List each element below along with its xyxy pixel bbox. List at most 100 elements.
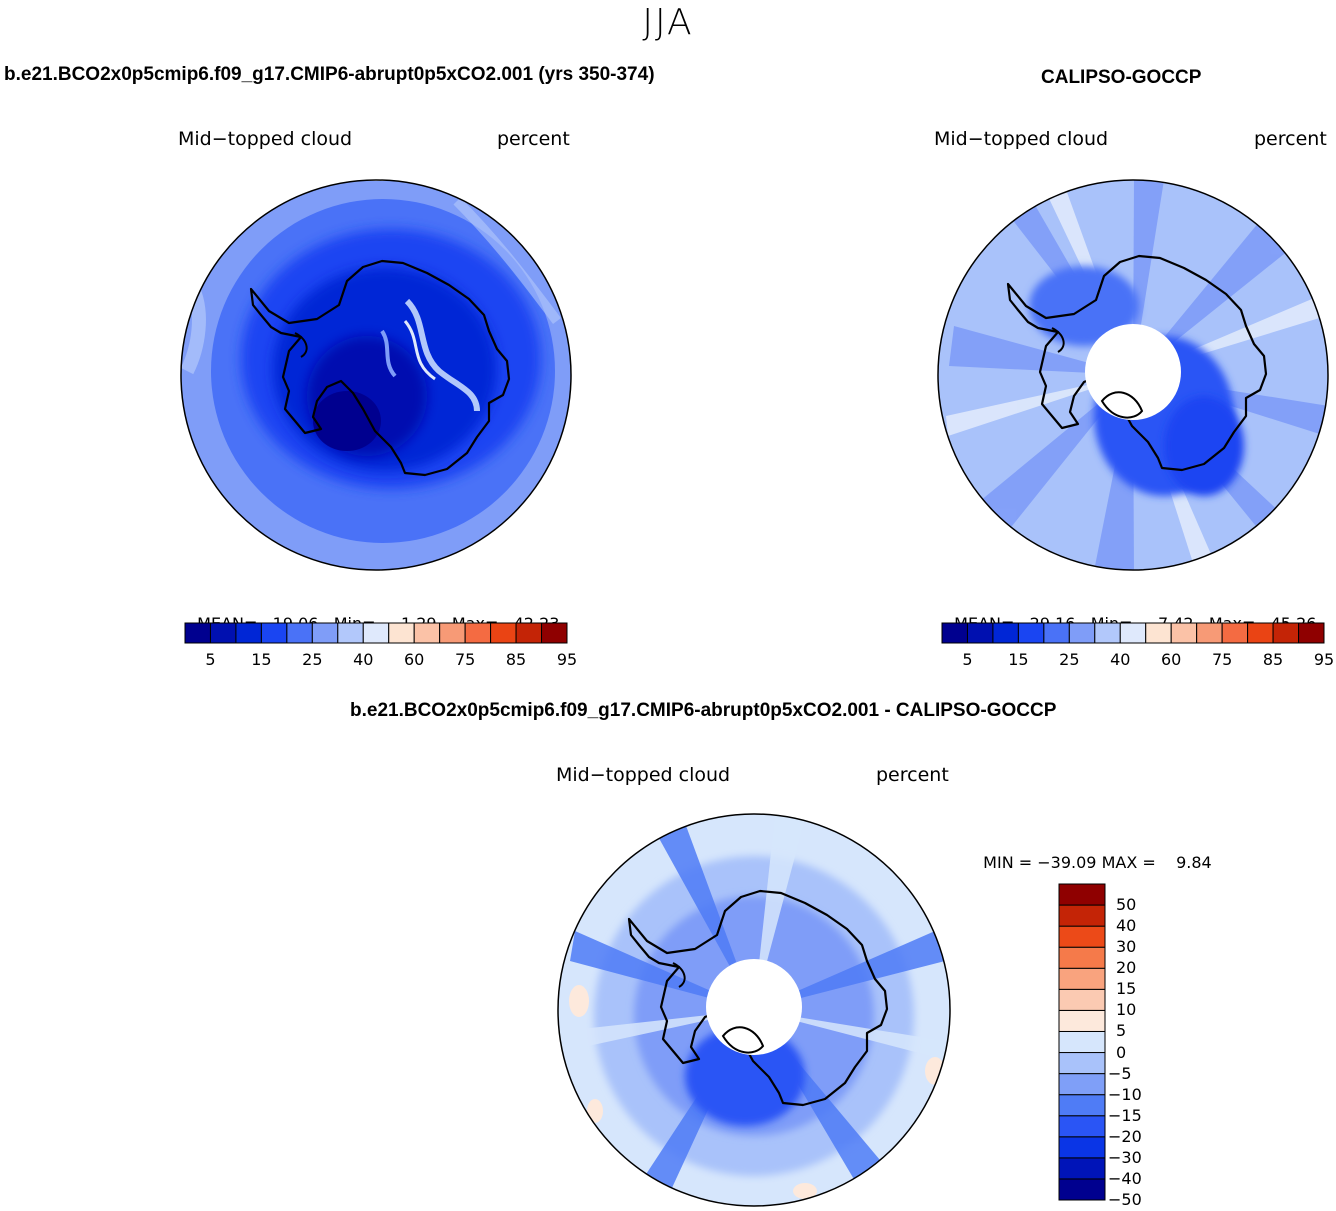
colorbar-tick-label: −5 <box>1108 1063 1132 1083</box>
colorbar-swatch <box>1196 622 1223 644</box>
diff-map <box>557 813 951 1207</box>
colorbar-tick-label: −40 <box>1108 1168 1142 1188</box>
colorbar-tick-label: 20 <box>1116 958 1137 978</box>
colorbar-tick-label: 25 <box>302 650 323 669</box>
colorbar-swatch <box>1058 1073 1106 1096</box>
colorbar-tick-label: 5 <box>1116 1021 1127 1041</box>
colorbar-swatch <box>184 622 211 644</box>
colorbar-tick-label: 85 <box>1262 650 1284 669</box>
model-case-title: b.e21.BCO2x0p5cmip6.f09_g17.CMIP6-abrupt… <box>4 64 655 85</box>
colorbar-swatch <box>1221 622 1249 644</box>
diff-strong-negative <box>685 1026 805 1126</box>
obs-units-label: percent <box>1254 128 1327 150</box>
model-colorbar <box>184 622 568 644</box>
obs-low-cloud-region-2 <box>1029 266 1139 346</box>
colorbar-tick-label: 0 <box>1116 1042 1127 1062</box>
model-min-contour <box>313 391 381 451</box>
colorbar-tick-label: −50 <box>1108 1190 1142 1209</box>
diff-colorbar-ticks: 50 40 30 20 15 10 5 0 −5 −10 −15 −20 −30 −40 −50 <box>1108 884 1172 1209</box>
colorbar-tick-label: 50 <box>1116 895 1137 915</box>
colorbar-tick-label: −15 <box>1108 1105 1142 1125</box>
colorbar-swatch <box>1247 622 1274 644</box>
colorbar-swatch <box>464 622 492 644</box>
model-map <box>180 179 572 571</box>
colorbar-tick-label: 40 <box>353 650 374 669</box>
diff-map-border <box>557 813 951 1207</box>
model-units-label: percent <box>497 128 570 150</box>
colorbar-swatch <box>966 622 994 644</box>
colorbar-swatch <box>388 622 415 644</box>
diff-positive-patch <box>569 985 589 1017</box>
colorbar-swatch <box>1058 1094 1106 1117</box>
colorbar-tick-label: 10 <box>1116 1000 1137 1020</box>
colorbar-swatch <box>1058 1178 1106 1201</box>
colorbar-swatch <box>1058 1136 1106 1159</box>
colorbar-tick-label: 75 <box>454 650 476 669</box>
colorbar-tick-label: 60 <box>1161 650 1182 669</box>
colorbar-swatch <box>260 622 288 644</box>
colorbar-swatch <box>1058 1115 1106 1138</box>
colorbar-swatch <box>490 622 517 644</box>
colorbar-swatch <box>992 622 1019 644</box>
obs-pole-coast <box>1100 391 1144 419</box>
model-ridge-feature-2 <box>403 320 436 381</box>
model-ice-shelf <box>294 332 308 358</box>
colorbar-swatch <box>1058 925 1106 948</box>
colorbar-swatch <box>1043 622 1070 644</box>
colorbar-tick-label: 75 <box>1211 650 1233 669</box>
diff-min-value: −39.09 <box>1037 853 1097 872</box>
diff-min-label: MIN = <box>983 853 1033 872</box>
colorbar-swatch <box>286 622 313 644</box>
model-ridge-feature <box>404 298 480 412</box>
model-map-border <box>180 179 572 571</box>
model-colorbar-ticks: 5 15 25 40 60 75 85 95 <box>185 650 577 670</box>
colorbar-swatch <box>1145 622 1172 644</box>
colorbar-swatch <box>337 622 364 644</box>
colorbar-tick-label: −30 <box>1108 1147 1142 1167</box>
colorbar-tick-label: 95 <box>556 650 578 669</box>
diff-variable-label: Mid−topped cloud <box>556 764 731 786</box>
model-ridge-feature-3 <box>380 329 397 378</box>
colorbar-swatch <box>1058 1157 1106 1180</box>
colorbar-swatch <box>941 622 968 644</box>
colorbar-swatch <box>1058 946 1106 969</box>
model-coastline <box>249 259 511 477</box>
colorbar-tick-label: 5 <box>205 650 216 669</box>
diff-case-title: b.e21.BCO2x0p5cmip6.f09_g17.CMIP6-abrupt… <box>350 700 1057 721</box>
colorbar-swatch <box>1058 1030 1106 1054</box>
diff-ice-shelf <box>672 962 686 988</box>
model-variable-label: Mid−topped cloud <box>178 128 353 150</box>
colorbar-swatch <box>515 622 543 644</box>
obs-map <box>937 179 1329 571</box>
obs-polar-gap <box>1085 324 1181 420</box>
obs-colorbar-ticks: 5 15 25 40 60 75 85 95 <box>942 650 1334 670</box>
diff-minmax: MIN = −39.09 MAX = 9.84 <box>973 834 1212 872</box>
colorbar-swatch <box>1058 883 1106 906</box>
diff-max-label: MAX = <box>1101 853 1156 872</box>
colorbar-tick-label: −10 <box>1108 1084 1142 1104</box>
colorbar-swatch <box>1170 622 1198 644</box>
colorbar-tick-label: −20 <box>1108 1126 1142 1146</box>
colorbar-tick-label: 15 <box>251 650 272 669</box>
diff-positive-patch-2 <box>587 1099 603 1123</box>
colorbar-tick-label: 40 <box>1110 650 1131 669</box>
diff-pole-coast <box>721 1026 765 1054</box>
colorbar-swatch <box>1058 1009 1106 1032</box>
colorbar-swatch <box>413 622 441 644</box>
colorbar-swatch <box>235 622 262 644</box>
colorbar-swatch <box>1119 622 1147 644</box>
colorbar-swatch <box>311 622 339 644</box>
diff-colorbar <box>1058 883 1106 1201</box>
colorbar-swatch <box>1058 967 1106 990</box>
colorbar-swatch <box>1272 622 1300 644</box>
colorbar-swatch <box>362 622 390 644</box>
colorbar-tick-label: 25 <box>1059 650 1080 669</box>
colorbar-swatch <box>1058 904 1106 927</box>
colorbar-tick-label: 5 <box>962 650 973 669</box>
diff-positive-patch-5 <box>793 1183 817 1199</box>
obs-variable-label: Mid−topped cloud <box>934 128 1109 150</box>
obs-ice-shelf <box>1051 327 1065 353</box>
season-title: JJA <box>642 2 694 43</box>
colorbar-tick-label: 60 <box>404 650 425 669</box>
diff-positive-patch-4 <box>925 1057 945 1085</box>
